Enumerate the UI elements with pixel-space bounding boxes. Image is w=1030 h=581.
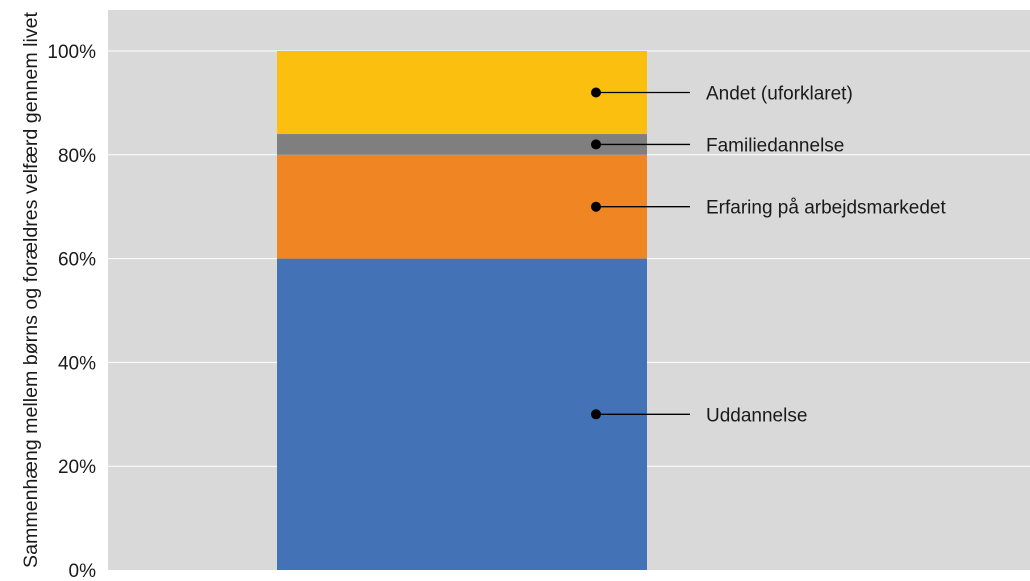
y-tick-label: 0% (69, 561, 97, 581)
bar-segments (277, 51, 647, 570)
y-tick-label: 40% (58, 353, 96, 374)
y-tick-label: 20% (58, 457, 96, 478)
y-tick-label: 80% (58, 146, 96, 167)
bar-segment (277, 258, 647, 570)
y-axis-label: Sammenhæng mellem børns og forældres vel… (21, 11, 42, 568)
series-label: Erfaring på arbejdsmarkedet (706, 198, 946, 219)
y-axis-ticks: 0% 20% 40% 60% 80% 100% (47, 42, 96, 581)
bar-segment (277, 134, 647, 155)
y-tick-label: 100% (47, 42, 96, 63)
series-label: Uddannelse (706, 405, 807, 426)
series-label: Familiedannelse (706, 135, 844, 156)
bar-segment (277, 51, 647, 135)
segment-callouts: Uddannelse Erfaring på arbejdsmarkedet Fam… (591, 84, 946, 426)
bar-segment (277, 154, 647, 259)
y-tick-label: 60% (58, 250, 96, 271)
series-label: Andet (uforklaret) (706, 84, 853, 105)
